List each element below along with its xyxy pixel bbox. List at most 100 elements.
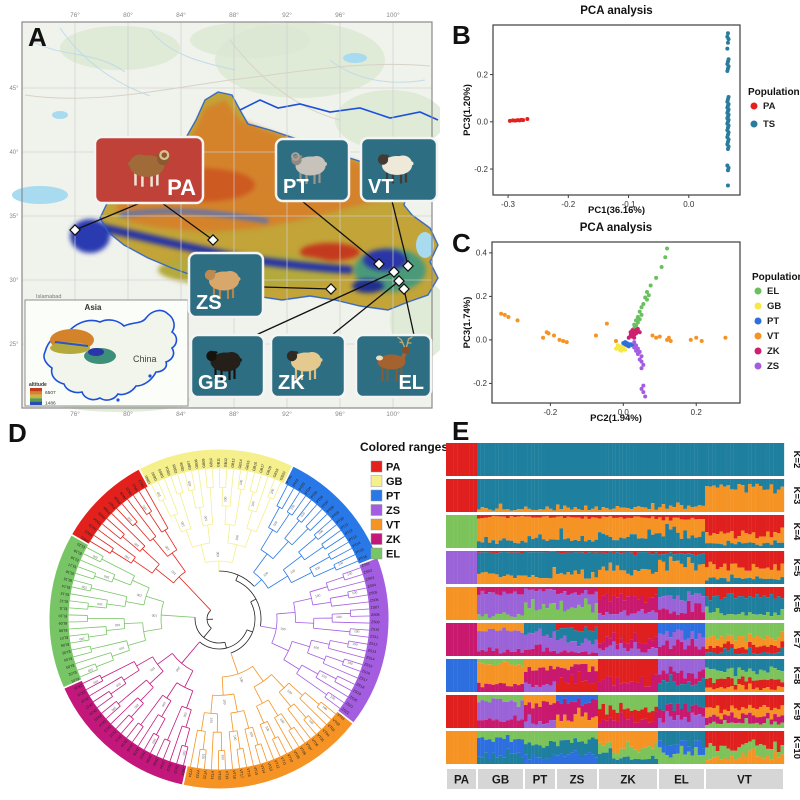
tree-branch bbox=[347, 587, 366, 593]
tree-branch bbox=[225, 469, 227, 488]
ancestry-segment bbox=[636, 516, 641, 539]
ancestry-segment bbox=[480, 551, 485, 553]
sample-site-marker[interactable] bbox=[388, 266, 400, 278]
ancestry-segment bbox=[594, 659, 599, 672]
ancestry-segment bbox=[577, 573, 581, 584]
ancestry-segment bbox=[453, 515, 458, 548]
tree-branch bbox=[113, 578, 131, 586]
breed-card-EL[interactable]: EL bbox=[354, 333, 433, 399]
breed-card-PA[interactable]: PA bbox=[93, 135, 205, 205]
animal-leg bbox=[385, 170, 389, 183]
lon-label-top: 96° bbox=[335, 11, 345, 19]
bootstrap-value: 100 bbox=[119, 646, 125, 651]
tip-label: ZK16 bbox=[89, 708, 98, 716]
tree-branch bbox=[112, 649, 130, 657]
ancestry-segment bbox=[748, 570, 752, 578]
ancestry-segment bbox=[650, 748, 655, 756]
ancestry-segment bbox=[563, 515, 567, 519]
ancestry-segment bbox=[552, 479, 557, 511]
sample-site-marker[interactable] bbox=[393, 275, 405, 287]
ancestry-segment bbox=[548, 515, 553, 518]
ancestry-segment bbox=[622, 551, 627, 553]
ancestry-segment bbox=[730, 551, 734, 564]
ancestry-segment bbox=[719, 531, 724, 545]
ancestry-segment bbox=[719, 544, 724, 548]
ancestry-segment bbox=[701, 637, 706, 647]
tree-branch bbox=[69, 626, 107, 630]
ancestry-segment bbox=[694, 570, 698, 584]
ancestry-segment bbox=[548, 578, 553, 584]
ancestry-segment bbox=[640, 623, 645, 644]
tree-arc bbox=[90, 584, 93, 592]
tree-branch bbox=[93, 691, 110, 702]
ancestry-segment bbox=[545, 443, 550, 476]
ancestry-segment bbox=[740, 653, 745, 656]
breed-card-VT[interactable]: VT bbox=[359, 136, 439, 203]
tree-branch bbox=[272, 482, 282, 500]
tree-branch bbox=[155, 568, 174, 584]
ancestry-segment bbox=[480, 687, 485, 692]
tree-branch bbox=[73, 579, 92, 586]
tree-branch bbox=[298, 536, 317, 553]
ancestry-segment bbox=[722, 551, 727, 564]
ancestry-segment bbox=[495, 543, 499, 548]
tree-branch bbox=[207, 524, 211, 544]
ancestry-segment bbox=[491, 443, 496, 476]
ancestry-segment bbox=[769, 587, 774, 595]
ancestry-segment bbox=[484, 683, 488, 692]
sample-site-marker[interactable] bbox=[398, 283, 410, 295]
y-tick-label: 0.0 bbox=[476, 336, 488, 345]
ancestry-segment bbox=[715, 659, 720, 671]
sample-site-marker[interactable] bbox=[402, 260, 414, 272]
ancestry-segment bbox=[619, 443, 623, 476]
ancestry-segment bbox=[679, 479, 684, 506]
breed-card-ZK[interactable]: ZK bbox=[269, 333, 347, 399]
ancestry-segment bbox=[773, 659, 777, 669]
ancestry-segment bbox=[694, 731, 698, 741]
ancestry-segment bbox=[755, 551, 760, 568]
ancestry-segment bbox=[598, 515, 602, 519]
breed-card-GB[interactable]: GB bbox=[189, 333, 266, 399]
ancestry-segment bbox=[697, 564, 702, 584]
ancestry-segment bbox=[762, 659, 767, 671]
ancestry-segment bbox=[679, 600, 684, 613]
ancestry-segment bbox=[559, 731, 564, 741]
ancestry-segment bbox=[538, 695, 542, 707]
ancestry-segment bbox=[683, 587, 688, 601]
sample-site-marker[interactable] bbox=[325, 283, 337, 295]
ancestry-segment bbox=[776, 587, 781, 597]
ancestry-segment bbox=[643, 538, 648, 548]
ancestry-segment bbox=[697, 623, 702, 634]
breed-card-ZS[interactable]: ZS bbox=[187, 251, 265, 319]
ancestry-segment bbox=[584, 743, 588, 755]
ancestry-segment bbox=[563, 505, 567, 512]
animal-ear bbox=[212, 351, 218, 354]
ancestry-segment bbox=[612, 587, 616, 596]
tree-arc bbox=[342, 573, 346, 581]
ancestry-segment bbox=[722, 648, 727, 656]
sample-site-marker[interactable] bbox=[373, 258, 385, 270]
ancestry-segment bbox=[461, 443, 466, 476]
data-point bbox=[632, 345, 637, 350]
ancestry-segment bbox=[520, 515, 525, 541]
ancestry-segment bbox=[633, 613, 637, 620]
ancestry-segment bbox=[477, 659, 481, 663]
ancestry-segment bbox=[498, 552, 503, 578]
sample-site-marker[interactable] bbox=[207, 234, 219, 246]
ancestry-segment bbox=[477, 702, 481, 721]
breed-card-PT[interactable]: PT bbox=[274, 137, 351, 203]
ancestry-segment bbox=[446, 515, 451, 548]
ancestry-segment bbox=[516, 720, 521, 728]
animal-leg bbox=[395, 366, 398, 381]
legend-entry-TS: TS bbox=[763, 119, 775, 130]
ancestry-segment bbox=[708, 535, 713, 544]
ancestry-segment bbox=[531, 479, 535, 510]
ancestry-segment bbox=[461, 551, 466, 584]
ancestry-segment bbox=[694, 639, 698, 647]
ancestry-segment bbox=[758, 614, 763, 620]
ancestry-segment bbox=[598, 723, 602, 728]
ancestry-segment bbox=[708, 659, 713, 670]
sample-site-marker[interactable] bbox=[69, 224, 81, 236]
ancestry-segment bbox=[636, 587, 641, 600]
tree-branch bbox=[243, 710, 250, 729]
